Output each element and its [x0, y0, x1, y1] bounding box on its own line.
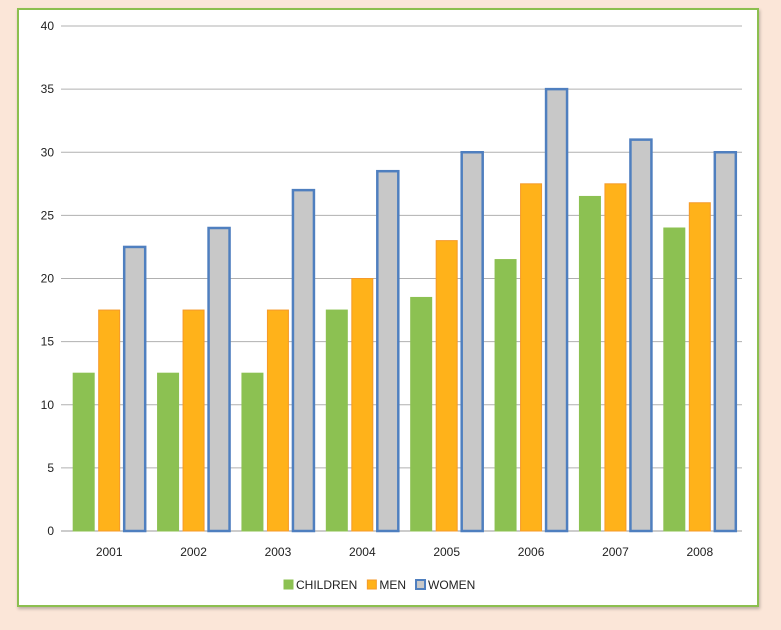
bar-children: [157, 372, 180, 532]
bar-women: [629, 138, 653, 533]
x-tick-label: 2002: [180, 545, 207, 559]
legend-swatch-men: [366, 579, 377, 590]
bar-children: [410, 296, 433, 532]
legend-label: CHILDREN: [296, 578, 357, 592]
bar-men: [604, 183, 627, 532]
y-tick-label: 10: [41, 398, 55, 412]
x-tick-label: 2004: [349, 545, 376, 559]
bar-children: [241, 372, 264, 532]
bar-men: [351, 278, 374, 532]
bar-children: [578, 195, 601, 532]
bar-children: [325, 309, 348, 532]
y-tick-label: 5: [47, 461, 54, 475]
y-tick-label: 30: [41, 145, 55, 159]
bar-men: [266, 309, 289, 532]
bar-men: [688, 202, 711, 532]
bar-children: [663, 227, 686, 532]
legend-label: MEN: [379, 578, 406, 592]
x-tick-label: 2008: [686, 545, 713, 559]
x-tick-label: 2005: [433, 545, 460, 559]
bar-women: [376, 169, 400, 533]
legend-swatch-women: [415, 579, 427, 590]
x-tick-label: 2003: [265, 545, 292, 559]
bar-women: [460, 151, 484, 533]
x-tick-label: 2006: [518, 545, 545, 559]
bar-men: [182, 309, 205, 532]
bar-children: [494, 259, 517, 532]
bar-women: [713, 151, 738, 533]
y-tick-label: 40: [41, 19, 55, 33]
x-tick-label: 2001: [96, 545, 123, 559]
bar-women: [291, 188, 316, 533]
y-tick-label: 15: [41, 335, 55, 349]
x-tick-label: 2007: [602, 545, 629, 559]
bar-women: [207, 226, 231, 533]
bar-children: [72, 372, 95, 532]
bar-women: [544, 87, 569, 533]
legend-swatch-children: [283, 579, 294, 590]
y-tick-label: 20: [41, 272, 55, 286]
bar-men: [98, 309, 121, 532]
y-tick-label: 35: [41, 82, 55, 96]
bar-women: [122, 245, 147, 533]
y-tick-label: 25: [41, 208, 55, 222]
bar-men: [520, 183, 543, 532]
y-tick-label: 0: [47, 524, 54, 538]
bar-men: [435, 240, 458, 532]
legend-label: WOMEN: [428, 578, 475, 592]
